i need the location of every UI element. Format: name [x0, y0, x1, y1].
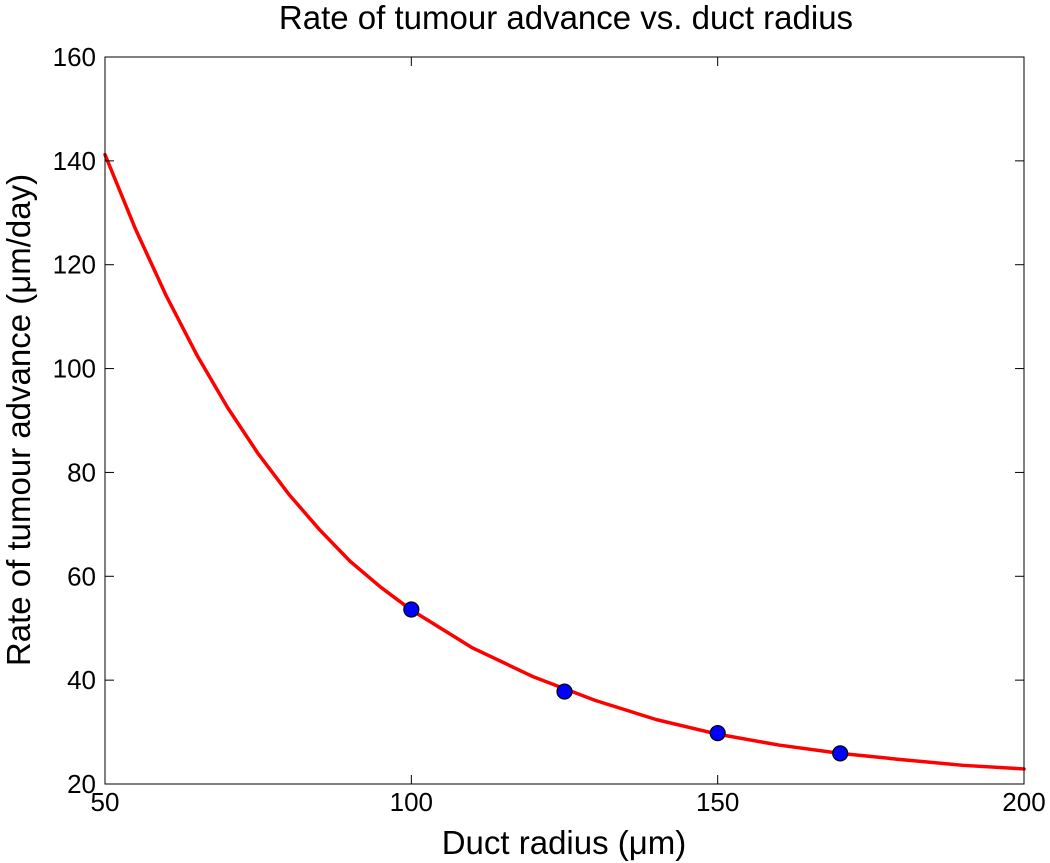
- data-point: [832, 745, 849, 762]
- data-point: [709, 725, 726, 742]
- x-tick-label: 200: [1002, 787, 1045, 817]
- x-tick-label: 100: [390, 787, 433, 817]
- y-tick-label: 40: [67, 665, 96, 695]
- y-tick-label: 60: [67, 561, 96, 591]
- data-point: [403, 601, 420, 618]
- x-axis-label: Duct radius (μm): [442, 824, 687, 861]
- axes: 50 100 150 200 20 40 60 80 100 120 140 160: [53, 42, 1046, 817]
- y-tick-label: 160: [53, 42, 96, 72]
- y-tick-label: 100: [53, 354, 96, 384]
- y-axis-label: Rate of tumour advance (μm/day): [0, 174, 37, 666]
- x-tick-label: 50: [91, 787, 120, 817]
- chart-title: Rate of tumour advance vs. duct radius: [279, 0, 853, 36]
- x-tick-label: 150: [696, 787, 739, 817]
- data-point: [556, 683, 573, 700]
- y-tick-label: 20: [67, 769, 96, 799]
- y-tick-label: 120: [53, 250, 96, 280]
- plot-area: [103, 152, 1026, 771]
- y-tick-label: 140: [53, 146, 96, 176]
- y-tick-label: 80: [67, 457, 96, 487]
- plot-frame: [104, 56, 1025, 785]
